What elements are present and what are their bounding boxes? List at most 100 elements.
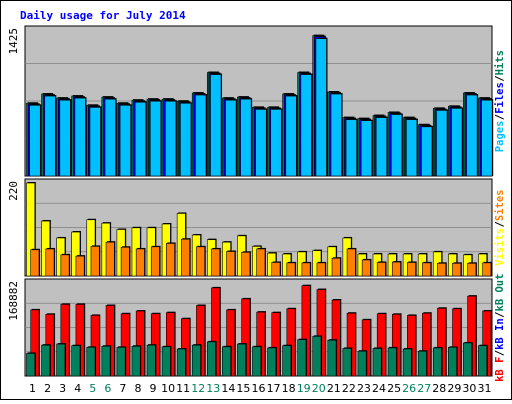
bar-kbout-day5	[86, 347, 96, 377]
bar-pages-day21	[330, 93, 342, 177]
x-tick-day: 3	[59, 382, 66, 395]
bar-kbout-day13	[206, 341, 216, 377]
y-tick-max: 1425	[7, 28, 20, 55]
bar-pages-day8	[134, 101, 147, 177]
bar-pages-day16	[255, 109, 267, 177]
bar-sites-day10	[165, 243, 175, 277]
bar-sites-day7	[120, 246, 130, 277]
bar-pages-day5	[89, 107, 101, 177]
bar-pages-day10	[164, 100, 177, 177]
bar-pages-day14	[225, 99, 237, 177]
bar-pages-day31	[481, 99, 493, 177]
bar-sites-day4	[75, 255, 85, 277]
x-tick-day: 5	[89, 382, 96, 395]
bar-kbout-day8	[131, 345, 141, 377]
bar-pages-day18	[285, 95, 297, 177]
bar-pages-day26	[406, 119, 418, 177]
x-tick-day: 16	[252, 382, 266, 395]
bar-pages-day27	[421, 126, 433, 177]
legend-kb-out: kB Out	[494, 274, 506, 312]
x-tick-day: 25	[387, 382, 401, 395]
bar-sites-day24	[376, 262, 386, 277]
bar-kbout-day26	[402, 348, 412, 377]
y-tick-max: 168882	[7, 281, 20, 321]
bar-sites-day20	[316, 262, 326, 277]
bar-pages-day15	[240, 98, 252, 177]
bar-pages-day7	[119, 105, 131, 177]
x-tick-day: 17	[267, 382, 281, 395]
legend-visits: Visits	[494, 228, 506, 266]
bar-sites-day14	[226, 251, 236, 277]
x-tick-day: 13	[206, 382, 220, 395]
legend-hits: Hits	[494, 50, 506, 75]
x-tick-day: 24	[372, 382, 386, 395]
x-tick-day: 10	[161, 382, 175, 395]
x-tick-day: 8	[134, 382, 141, 395]
bar-pages-day11	[180, 102, 192, 177]
bar-kbout-day31	[478, 345, 488, 377]
x-tick-day: 7	[119, 382, 126, 395]
bar-sites-day13	[211, 248, 221, 277]
x-tick-day: 18	[282, 382, 296, 395]
x-tick-day: 27	[417, 382, 431, 395]
bar-kbout-day4	[71, 345, 81, 377]
bar-kbout-day10	[161, 346, 171, 377]
bar-kbout-day21	[327, 339, 337, 377]
bar-pages-day4	[74, 97, 86, 177]
bar-pages-day23	[360, 120, 372, 177]
x-tick-day: 30	[462, 382, 476, 395]
bar-kbout-day17	[267, 347, 277, 377]
bar-pages-day6	[104, 98, 116, 177]
bar-sites-day17	[271, 262, 281, 277]
legend-kb-f: kB F	[494, 357, 506, 382]
bar-sites-day30	[467, 263, 477, 277]
bar-kbout-day11	[176, 348, 186, 377]
x-tick-day: 12	[191, 382, 205, 395]
x-tick-day: 29	[447, 382, 461, 395]
bar-pages-day9	[149, 100, 162, 177]
bar-sites-day26	[407, 262, 416, 277]
bar-kbout-day9	[146, 344, 156, 377]
bar-sites-day29	[452, 263, 462, 277]
x-tick-day: 19	[297, 382, 311, 395]
bar-pages-day13	[210, 74, 222, 177]
bar-pages-day30	[466, 94, 478, 177]
x-tick-day: 9	[150, 382, 157, 395]
bar-kbout-day3	[56, 343, 66, 377]
bar-kbout-day18	[282, 345, 292, 377]
bar-kbout-day15	[237, 343, 246, 377]
bar-pages-day24	[375, 117, 388, 177]
bar-kbout-day30	[463, 342, 472, 377]
bar-sites-day19	[301, 262, 311, 277]
bar-sites-day6	[105, 241, 115, 277]
x-tick-day: 11	[176, 382, 190, 395]
bar-sites-day16	[256, 248, 266, 277]
x-tick-day: 22	[342, 382, 356, 395]
bar-kbout-day16	[252, 346, 262, 377]
legend-sites: Sites	[494, 189, 506, 221]
legend-pages: Pages	[494, 121, 506, 153]
bar-pages-day28	[436, 110, 448, 177]
bar-sites-day9	[150, 246, 160, 277]
bar-kbout-day23	[357, 350, 367, 377]
bar-sites-day23	[361, 259, 371, 277]
bar-sites-day31	[482, 262, 492, 277]
bar-sites-day28	[437, 263, 447, 277]
bar-sites-day1	[30, 249, 40, 277]
bar-pages-day25	[390, 114, 403, 177]
bar-sites-day25	[391, 261, 401, 277]
bar-sites-day18	[286, 262, 296, 277]
bar-kbout-day7	[116, 347, 126, 377]
x-tick-day: 6	[104, 382, 111, 395]
x-tick-day: 21	[327, 382, 341, 395]
x-tick-day: 23	[357, 382, 371, 395]
bar-kbout-day25	[387, 347, 397, 377]
bar-pages-day20	[315, 38, 327, 177]
bar-kbout-day14	[222, 346, 231, 377]
x-tick-day: 31	[477, 382, 491, 395]
bar-sites-day15	[241, 252, 251, 277]
bar-pages-day17	[270, 109, 282, 177]
legend-separator: /	[494, 312, 506, 318]
